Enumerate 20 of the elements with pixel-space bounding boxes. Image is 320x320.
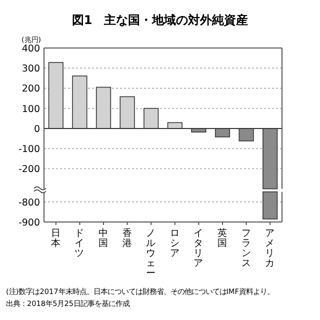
x-tick-label: ドイツ [74, 228, 85, 259]
y-tick-label: 200 [22, 84, 40, 95]
y-tick-label: -200 [18, 164, 40, 176]
x-tick-label: アメリカ [265, 228, 276, 269]
y-tick-label: -900 [18, 218, 40, 228]
x-tick-label: ロシア [170, 228, 180, 259]
y-tick-label: 400 [22, 44, 40, 54]
x-tick-label: 中国 [98, 227, 108, 249]
x-tick-label: 香港 [122, 227, 132, 249]
y-tick-label: -100 [18, 144, 40, 156]
chart-title: 図1 主な国・地域の対外純資産 [72, 13, 248, 27]
y-tick-label: 100 [22, 104, 40, 115]
x-tick-label: 英国 [218, 227, 228, 249]
x-tick-label: イタリア [194, 228, 204, 269]
y-tick-label: 300 [22, 64, 40, 75]
x-tick-label: フランス [241, 228, 252, 269]
x-tick-label: 日本 [50, 228, 61, 249]
y-tick-label: -800 [18, 197, 40, 208]
y-tick-label: 0 [34, 124, 40, 135]
x-tick-label: ノルウェー [146, 228, 156, 279]
